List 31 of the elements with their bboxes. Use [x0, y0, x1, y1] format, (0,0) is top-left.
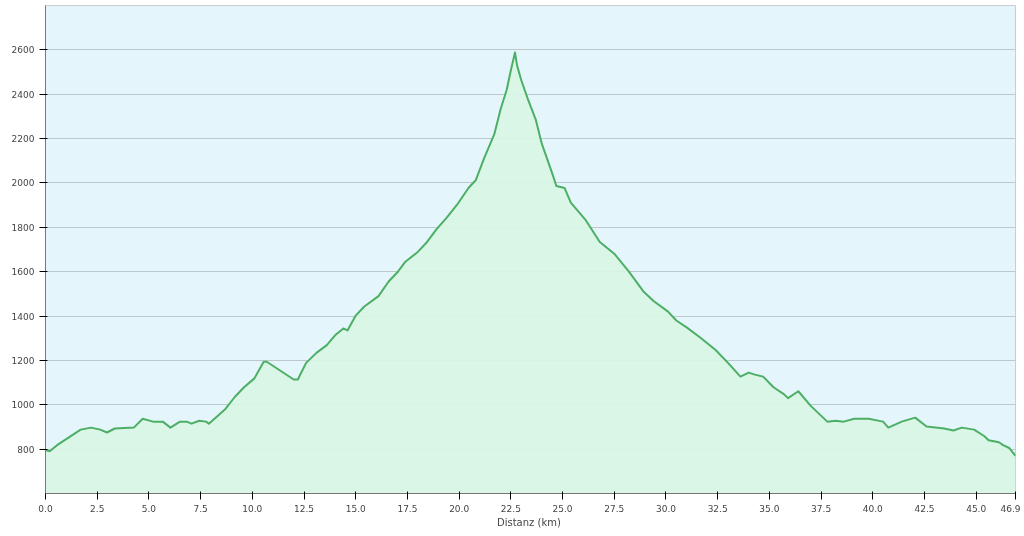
x-tick-label: 22.5: [500, 503, 521, 514]
x-tick-label: 35.0: [759, 503, 780, 514]
x-tick-label: 46.9: [1000, 503, 1021, 514]
x-tick-label: 25.0: [552, 503, 573, 514]
x-tick-label: 40.0: [862, 503, 884, 514]
x-tick-label: 10.0: [242, 503, 263, 514]
y-tick-label: 800: [17, 444, 35, 455]
x-tick-label: 0.0: [38, 503, 53, 514]
x-tick-label: 5.0: [141, 503, 157, 514]
x-tick-label: 20.0: [449, 503, 470, 514]
x-axis-title: Distanz (km): [496, 516, 561, 528]
y-tick-label: 2000: [11, 178, 35, 189]
x-tick-label: 37.5: [811, 503, 832, 514]
x-tick-label: 32.5: [707, 503, 728, 514]
y-tick-label: 1200: [11, 355, 35, 366]
y-tick-label: 2400: [11, 89, 35, 100]
x-tick-label: 2.5: [90, 503, 105, 514]
y-tick-label: 2200: [11, 134, 35, 145]
x-tick-label: 45.0: [966, 503, 987, 514]
y-tick-label: 2600: [11, 45, 35, 56]
y-tick-label: 1000: [11, 400, 35, 411]
x-tick-label: 30.0: [655, 503, 677, 514]
x-tick-label: 27.5: [604, 503, 625, 514]
y-tick-label: 1600: [11, 267, 35, 278]
x-tick-label: 7.5: [193, 503, 208, 514]
x-tick-label: 42.5: [914, 503, 935, 514]
x-tick-label: 17.5: [397, 503, 418, 514]
x-tick-label: 12.5: [294, 503, 315, 514]
x-tick-label: 15.0: [345, 503, 367, 514]
y-tick-label: 1800: [11, 222, 35, 233]
y-tick-label: 1400: [11, 311, 35, 322]
